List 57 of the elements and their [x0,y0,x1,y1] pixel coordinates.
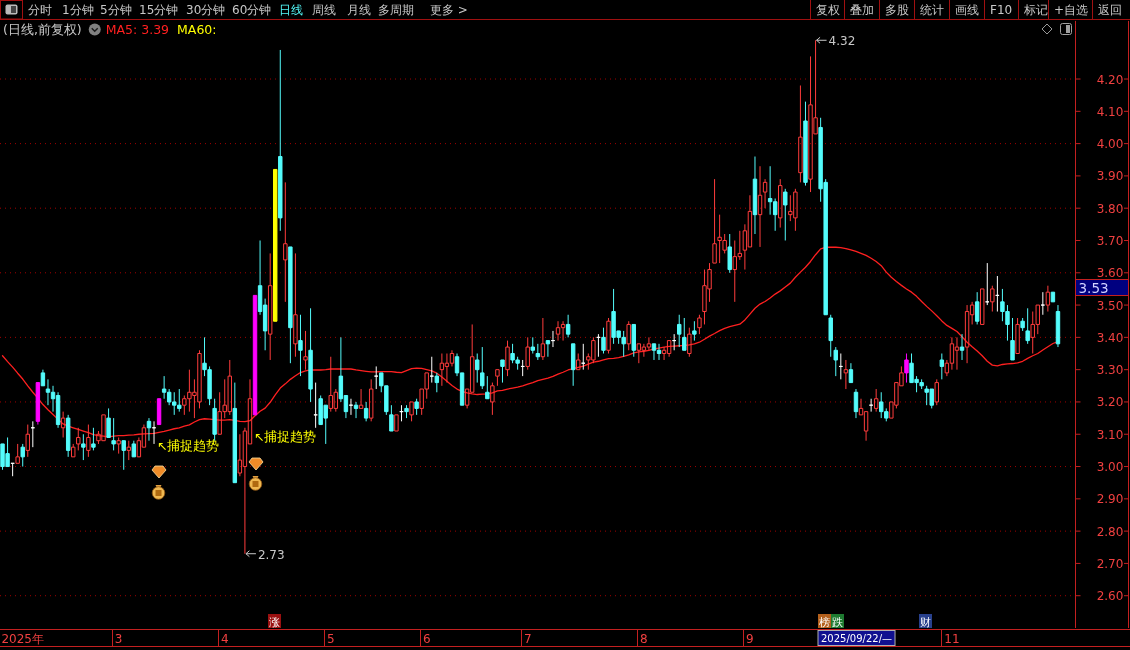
x-tick-label: 9 [746,632,754,646]
x-tick-label: 3 [114,632,123,646]
y-tick-label: 4.00 [1096,137,1124,152]
text: 60分钟 [232,3,272,17]
text: 更多 > [430,3,468,17]
chart-title: (日线,前复权) [3,22,82,37]
y-tick-label: 4.20 [1096,72,1124,87]
text: 画线 [955,3,979,17]
y-tick-label: 3.60 [1096,266,1124,281]
annotation: 2.73 [257,547,285,562]
text: +自选 [1054,3,1089,17]
text: 1分钟 [62,3,94,17]
y-tick-label: 3.30 [1096,363,1124,378]
annotation: 4.32 [828,34,856,49]
x-tick-label: 7 [523,632,532,646]
text: 多股 [885,3,909,17]
x-tick-label: 5 [326,632,335,646]
x-tick-label: 4 [220,632,229,646]
price-readout: 3.53 [1075,279,1129,296]
text: 复权 [816,3,840,17]
y-tick-label: 3.70 [1096,233,1124,248]
annotation: MA60: [177,22,217,37]
text: 分时 [28,3,52,17]
text: 叠加 [850,3,874,17]
y-tick-label: 3.80 [1096,201,1124,216]
text: 标记 [1023,3,1048,17]
text: 返回 [1098,3,1122,17]
text: MA5: 3.39 [105,22,170,37]
text: 5分钟 [100,3,132,17]
text: 15分钟 [139,3,179,17]
annotation: ↖捕捉趋势 [157,438,220,453]
y-tick-label: 3.20 [1096,395,1124,410]
cursor-date: 2025/09/22/— [817,630,896,646]
y-tick-label: 2.90 [1096,492,1124,507]
y-tick-label: 3.50 [1096,298,1124,313]
x-tick-label: 8 [640,632,648,646]
y-tick-label: 4.10 [1096,104,1124,119]
event-marker: 财 [919,614,932,629]
text: 月线 [347,3,371,17]
text: 多周期 [378,3,414,17]
y-tick-label: 2.70 [1096,556,1124,571]
event-marker: 涨 [268,614,281,629]
text: F10 [990,3,1013,17]
y-tick-label: 3.10 [1096,427,1124,442]
y-tick-label: 2.60 [1096,589,1124,604]
text: 日线 [279,3,303,17]
y-tick-label: 3.90 [1096,169,1124,184]
y-tick-label: 3.00 [1096,460,1124,475]
x-tick-label: 6 [422,632,431,646]
annotation: ↖捕捉趋势 [254,429,317,444]
x-tick-label: 2025年 [1,632,44,646]
text: 30分钟 [186,3,226,17]
text: 统计 [920,3,944,17]
y-tick-label: 2.80 [1096,524,1124,539]
x-tick-label: 11 [944,632,960,646]
text: 周线 [312,3,336,17]
y-tick-label: 3.40 [1096,330,1124,345]
